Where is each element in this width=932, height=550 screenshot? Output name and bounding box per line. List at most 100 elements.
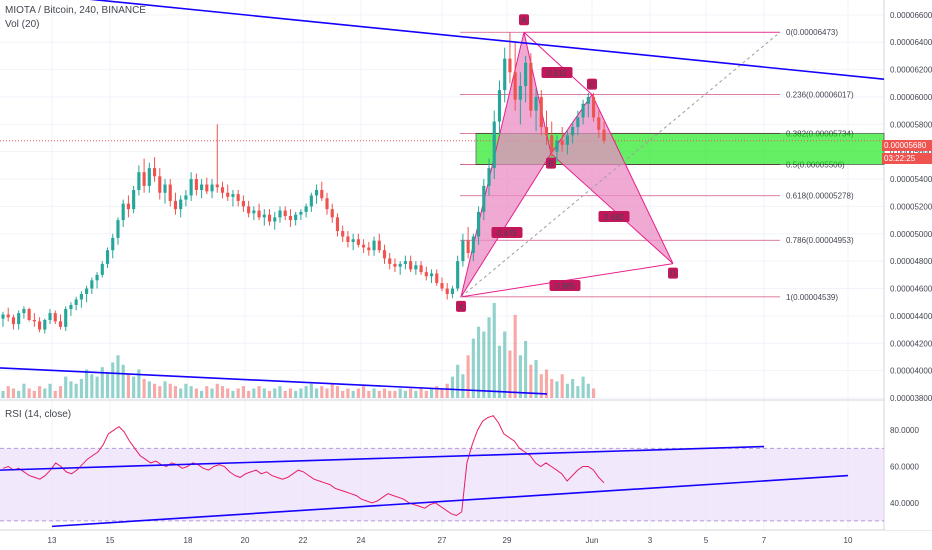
candle-body bbox=[471, 236, 475, 253]
candle-body bbox=[377, 240, 381, 251]
volume-bar bbox=[158, 386, 162, 398]
candle-body bbox=[335, 217, 340, 232]
candle-body bbox=[346, 236, 350, 242]
price-tick-label: 0.00003800 bbox=[890, 394, 932, 403]
volume-bar bbox=[173, 386, 178, 398]
candle-body bbox=[184, 195, 188, 200]
candle-body bbox=[555, 140, 559, 152]
price-tick-label: 0.00006400 bbox=[890, 38, 932, 47]
candle-body bbox=[419, 265, 423, 273]
candle-body bbox=[341, 231, 345, 237]
rsi-band bbox=[0, 448, 884, 521]
volume-bar bbox=[314, 388, 319, 398]
volume-bar bbox=[220, 386, 225, 398]
trendline bbox=[89, 0, 885, 80]
trendline bbox=[0, 367, 548, 395]
volume-bar bbox=[466, 355, 470, 398]
candle-body bbox=[27, 309, 31, 320]
time-tick-label: 24 bbox=[357, 536, 366, 545]
volume-bar bbox=[283, 390, 287, 398]
volume-bar bbox=[382, 388, 387, 398]
fib-level-label: 0(0.00006473) bbox=[786, 28, 838, 37]
current-price-tag: 0.00005680 bbox=[882, 140, 932, 151]
candle-body bbox=[576, 117, 580, 128]
point-x-label-bg bbox=[456, 300, 466, 312]
point-x-label: X bbox=[458, 303, 464, 312]
volume-bar bbox=[132, 376, 136, 398]
price-tick-label: 0.00006600 bbox=[890, 11, 932, 20]
point-c-label: C bbox=[589, 81, 595, 90]
candle-body bbox=[461, 240, 465, 262]
volume-bar bbox=[205, 386, 209, 398]
price-tick-label: 0.00004200 bbox=[890, 339, 932, 348]
volume-bar bbox=[1, 390, 5, 398]
volume-bar bbox=[121, 364, 125, 398]
price-tick-label: 0.00004000 bbox=[890, 367, 932, 376]
volume-bar bbox=[346, 388, 350, 398]
rsi-tick-label: 60.0000 bbox=[890, 463, 919, 472]
volume-bar bbox=[539, 374, 543, 398]
candle-body bbox=[58, 321, 63, 327]
rsi-label: RSI (14, close) bbox=[5, 409, 72, 420]
countdown-timer: 03:22:25 bbox=[882, 153, 932, 164]
fib-level-label: 0.786(0.00004953) bbox=[786, 236, 854, 245]
volume-bar bbox=[299, 388, 303, 398]
candle-body bbox=[367, 247, 371, 251]
rsi-tick-label: 80.0000 bbox=[890, 426, 919, 435]
volume-bar bbox=[152, 383, 157, 398]
ratio-label-xb-bg bbox=[491, 227, 523, 238]
candle-body bbox=[581, 103, 585, 118]
candle-body bbox=[435, 273, 439, 284]
candle-body bbox=[330, 209, 334, 218]
rsi-tick-label: 40.0000 bbox=[890, 499, 919, 508]
candle-body bbox=[456, 261, 460, 289]
candle-body bbox=[205, 184, 209, 192]
candle-body bbox=[591, 96, 596, 118]
volume-bar bbox=[194, 388, 198, 398]
volume-bar bbox=[550, 379, 554, 398]
volume-bar bbox=[544, 369, 549, 398]
volume-bar bbox=[11, 388, 16, 398]
volume-bar bbox=[142, 379, 146, 398]
candle-body bbox=[95, 274, 99, 281]
volume-bar bbox=[262, 388, 266, 398]
price-tick-label: 0.00004600 bbox=[890, 285, 932, 294]
volume-bar bbox=[116, 355, 120, 398]
candle-body bbox=[550, 135, 554, 152]
volume-bar bbox=[105, 371, 110, 398]
candle-body bbox=[194, 179, 198, 190]
volume-bar bbox=[325, 388, 329, 398]
volume-bar bbox=[267, 390, 272, 398]
volume-bar bbox=[48, 383, 52, 398]
price-tick-label: 0.00005000 bbox=[890, 230, 932, 239]
candle-body bbox=[179, 199, 183, 210]
time-tick-label: 29 bbox=[503, 536, 512, 545]
candle-body bbox=[283, 210, 287, 216]
candle-body bbox=[278, 210, 282, 218]
candle-body bbox=[126, 203, 130, 210]
volume-bar bbox=[571, 379, 575, 398]
candle-body bbox=[351, 239, 355, 242]
volume-bar bbox=[565, 383, 569, 398]
volume-bar bbox=[304, 386, 308, 398]
candle-body bbox=[503, 58, 507, 91]
volume-bar bbox=[393, 390, 397, 398]
candle-body bbox=[147, 168, 151, 186]
candle-body bbox=[539, 96, 543, 128]
ratio-label-xd: 0.885 bbox=[555, 282, 576, 291]
point-a-label-bg bbox=[519, 14, 529, 26]
volume-bar bbox=[38, 386, 42, 398]
volume-bar bbox=[330, 383, 334, 398]
price-axis-bg bbox=[885, 0, 932, 530]
volume-bar bbox=[22, 383, 26, 398]
volume-bar bbox=[377, 390, 381, 398]
candle-body bbox=[173, 200, 178, 210]
volume-bar bbox=[487, 317, 491, 398]
ratio-label-xb: 0.475 bbox=[497, 229, 518, 238]
candle-body bbox=[356, 239, 360, 245]
candle-body bbox=[403, 261, 407, 264]
volume-bar bbox=[576, 386, 580, 398]
candle-body bbox=[48, 313, 52, 320]
volume-bar bbox=[335, 386, 340, 398]
